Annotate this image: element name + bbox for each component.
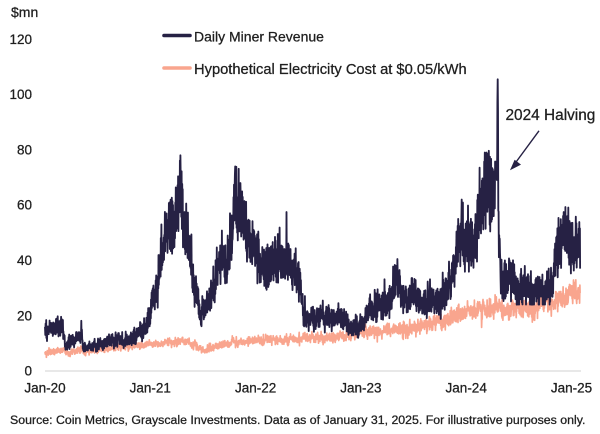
svg-text:$mn: $mn (11, 4, 38, 20)
svg-text:20: 20 (17, 308, 32, 323)
svg-text:Jan-22: Jan-22 (235, 381, 276, 396)
svg-text:Jan-24: Jan-24 (446, 381, 488, 396)
svg-text:2024 Halving: 2024 Halving (506, 107, 596, 124)
svg-text:100: 100 (9, 87, 32, 102)
svg-text:Jan-20: Jan-20 (24, 381, 65, 396)
svg-text:Daily Miner Revenue: Daily Miner Revenue (194, 28, 324, 44)
svg-text:120: 120 (9, 32, 32, 47)
svg-text:Jan-23: Jan-23 (340, 381, 381, 396)
svg-text:0: 0 (24, 364, 32, 379)
svg-text:40: 40 (17, 253, 32, 268)
svg-text:80: 80 (17, 142, 32, 157)
svg-text:60: 60 (17, 198, 32, 213)
svg-text:Hypothetical Electricity Cost: Hypothetical Electricity Cost at $0.05/k… (194, 62, 467, 78)
svg-text:Jan-25: Jan-25 (551, 381, 592, 396)
svg-text:Jan-21: Jan-21 (130, 381, 171, 396)
svg-text:Source: Coin Metrics, Grayscal: Source: Coin Metrics, Grayscale Investme… (10, 413, 585, 427)
